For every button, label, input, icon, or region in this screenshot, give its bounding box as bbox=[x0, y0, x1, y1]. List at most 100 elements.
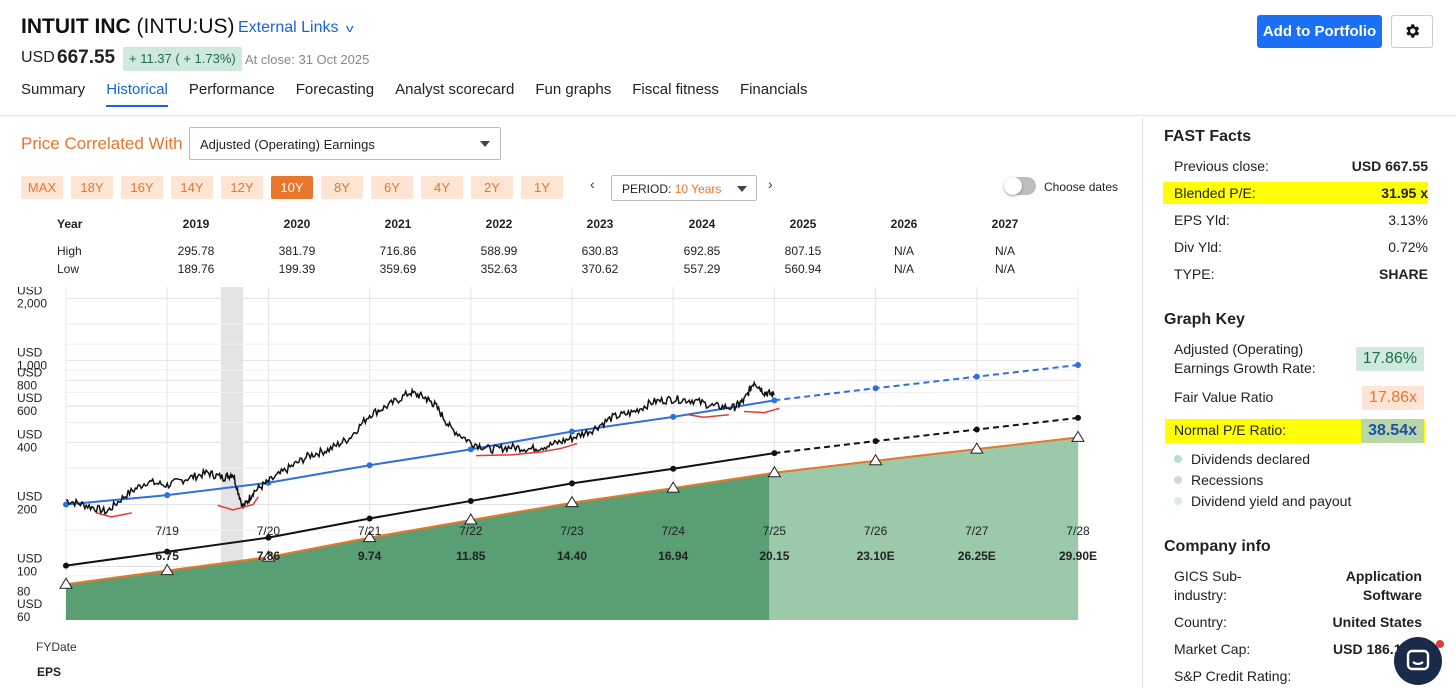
high-cell: N/A bbox=[893, 244, 914, 258]
period-button-6y[interactable]: 6Y bbox=[371, 176, 413, 199]
year-cell: 2023 bbox=[586, 217, 614, 231]
fair-value-line-point bbox=[63, 562, 69, 569]
period-label: PERIOD: bbox=[622, 182, 672, 196]
fact-label: Previous close: bbox=[1174, 158, 1269, 174]
y-tick-unit: USD bbox=[17, 365, 43, 379]
y-tick-label: 200 bbox=[17, 502, 37, 516]
x-date-label: 7/21 bbox=[358, 524, 382, 538]
normal-pe-line-historical bbox=[65, 399, 775, 506]
normal-pe-line-point bbox=[973, 373, 980, 380]
tab-historical[interactable]: Historical bbox=[106, 81, 168, 107]
fair-value-line-point bbox=[164, 548, 171, 555]
period-button-4y[interactable]: 4Y bbox=[421, 176, 463, 199]
chat-launcher-button[interactable] bbox=[1394, 637, 1442, 685]
low-cell: 560.94 bbox=[784, 262, 822, 276]
correlated-metric-select[interactable]: Adjusted (Operating) Earnings bbox=[189, 127, 501, 160]
y-tick-label: 600 bbox=[17, 404, 37, 418]
dropdown-arrow-icon bbox=[737, 186, 747, 192]
close-time: At close: 31 Oct 2025 bbox=[245, 52, 370, 67]
tab-performance[interactable]: Performance bbox=[188, 81, 275, 98]
gear-icon bbox=[1406, 24, 1420, 38]
high-label: High bbox=[57, 244, 82, 258]
fair-value-line-historical bbox=[65, 452, 775, 567]
low-row: Low 189.76 199.39 359.69 352.63 370.62 5… bbox=[0, 262, 1141, 280]
period-next-button[interactable]: › bbox=[768, 176, 773, 192]
normal-pe-line-point bbox=[670, 413, 677, 420]
normal-pe-line-point bbox=[366, 462, 373, 469]
eps-value: 11.85 bbox=[456, 549, 486, 563]
x-date-label: 7/25 bbox=[763, 524, 787, 538]
settings-button[interactable] bbox=[1391, 15, 1433, 48]
tab-summary[interactable]: Summary bbox=[21, 81, 86, 98]
x-date-label: 7/22 bbox=[459, 524, 483, 538]
period-button-12y[interactable]: 12Y bbox=[221, 176, 263, 199]
y-tick-unit: USD bbox=[17, 427, 43, 441]
choose-dates-label: Choose dates bbox=[1044, 180, 1119, 194]
fact-type: TYPE: SHARE bbox=[1163, 263, 1428, 285]
annotation-curve bbox=[475, 442, 578, 457]
period-button-8y[interactable]: 8Y bbox=[321, 176, 363, 199]
tab-analyst-scorecard[interactable]: Analyst scorecard bbox=[395, 81, 515, 98]
year-row: Year 2019 2020 2021 2022 2023 2024 2025 … bbox=[0, 217, 1141, 235]
tab-forecasting[interactable]: Forecasting bbox=[295, 81, 375, 98]
fact-previous-close: Previous close: USD 667.55 bbox=[1163, 155, 1428, 177]
fact-label: TYPE: bbox=[1174, 266, 1215, 282]
eps-marker bbox=[261, 550, 276, 562]
growth-rate-label-line1: Adjusted (Operating) bbox=[1174, 341, 1304, 357]
annotation-curve bbox=[96, 512, 132, 518]
year-cell: 2025 bbox=[789, 217, 817, 231]
fact-eps-yield: EPS Yld: 3.13% bbox=[1163, 209, 1428, 231]
high-cell: 807.15 bbox=[784, 244, 822, 258]
period-button-1y[interactable]: 1Y bbox=[521, 176, 563, 199]
eps-value: 6.75 bbox=[156, 549, 180, 563]
growth-rate-label-line2: Earnings Growth Rate: bbox=[1174, 360, 1316, 376]
fact-value: 3.13% bbox=[1388, 212, 1428, 228]
eps-value: 23.10E bbox=[857, 549, 895, 563]
normal-pe-line-forecast bbox=[774, 364, 1079, 402]
period-button-16y[interactable]: 16Y bbox=[121, 176, 163, 199]
choose-dates-toggle[interactable] bbox=[1004, 177, 1036, 195]
normal-pe-line-point bbox=[467, 446, 474, 453]
year-label: Year bbox=[57, 217, 83, 231]
gics-value-line2: Software bbox=[1362, 587, 1422, 603]
tab-fiscal-fitness[interactable]: Fiscal fitness bbox=[632, 81, 719, 98]
credit-rating-label: S&P Credit Rating: bbox=[1174, 668, 1292, 684]
fact-value: USD 667.55 bbox=[1351, 158, 1428, 174]
graph-key-title: Graph Key bbox=[1164, 311, 1245, 328]
market-cap-value: USD 186.1 bbox=[1333, 641, 1402, 657]
period-button-2y[interactable]: 2Y bbox=[471, 176, 513, 199]
year-cell: 2020 bbox=[283, 217, 311, 231]
add-to-portfolio-button[interactable]: Add to Portfolio bbox=[1257, 15, 1382, 48]
period-button-max[interactable]: MAX bbox=[21, 176, 63, 199]
y-tick-unit: USD bbox=[17, 345, 43, 359]
period-button-10y[interactable]: 10Y bbox=[271, 176, 313, 199]
period-prev-button[interactable]: ‹ bbox=[590, 176, 595, 192]
y-tick-label: 100 bbox=[17, 564, 37, 578]
country-label: Country: bbox=[1174, 614, 1227, 630]
notification-dot bbox=[1436, 640, 1444, 648]
dropdown-arrow-icon bbox=[480, 141, 490, 147]
period-button-18y[interactable]: 18Y bbox=[71, 176, 113, 199]
tab-fun-graphs[interactable]: Fun graphs bbox=[535, 81, 612, 98]
period-select[interactable]: PERIOD: 10 Years bbox=[611, 175, 757, 201]
fast-graph-chart: USD2,000USD1,000USD800USD600USD400USD200… bbox=[17, 287, 1097, 624]
tab-financials[interactable]: Financials bbox=[739, 81, 808, 98]
recessions-dot-icon bbox=[1174, 476, 1182, 484]
period-button-14y[interactable]: 14Y bbox=[171, 176, 213, 199]
y-tick-unit: USD bbox=[17, 287, 43, 297]
low-cell: N/A bbox=[893, 262, 914, 276]
company-title: INTUIT INC (INTU:US) bbox=[21, 15, 235, 39]
gics-label-line2: industry: bbox=[1174, 587, 1227, 603]
chat-icon bbox=[1406, 649, 1430, 671]
y-tick-label: 1,000 bbox=[17, 358, 47, 372]
year-cell: 2022 bbox=[485, 217, 513, 231]
x-date-label: 7/28 bbox=[1066, 524, 1090, 538]
eps-marker bbox=[59, 577, 73, 589]
external-links-menu[interactable]: External Links v bbox=[238, 19, 353, 37]
eps-value: 9.74 bbox=[358, 549, 382, 563]
fair-value-ratio-badge: 17.86x bbox=[1361, 386, 1424, 410]
fast-facts-title: FAST Facts bbox=[1164, 128, 1252, 145]
company-name: INTUIT INC bbox=[21, 15, 131, 38]
y-tick-unit: USD bbox=[17, 489, 43, 503]
fact-div-yield: Div Yld: 0.72% bbox=[1163, 236, 1428, 258]
